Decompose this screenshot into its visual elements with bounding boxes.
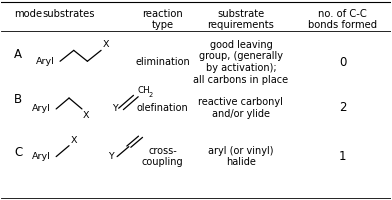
- Text: good leaving
group, (generally
by activation);
all carbons in place: good leaving group, (generally by activa…: [193, 40, 289, 85]
- Text: A: A: [15, 48, 22, 61]
- Text: B: B: [15, 93, 22, 106]
- Text: cross-
coupling: cross- coupling: [142, 146, 183, 167]
- Text: Y: Y: [108, 152, 114, 161]
- Text: C: C: [15, 146, 23, 159]
- Text: aryl (or vinyl)
halide: aryl (or vinyl) halide: [208, 146, 274, 167]
- Text: Y: Y: [112, 104, 118, 113]
- Text: 1: 1: [339, 150, 346, 163]
- Text: olefination: olefination: [137, 103, 189, 113]
- Text: reaction
type: reaction type: [142, 9, 183, 30]
- Text: 2: 2: [339, 101, 346, 114]
- Text: 0: 0: [339, 56, 346, 69]
- Text: Aryl: Aryl: [32, 104, 51, 113]
- Text: Aryl: Aryl: [32, 152, 51, 161]
- Text: mode: mode: [15, 9, 42, 19]
- Text: elimination: elimination: [135, 57, 190, 67]
- Text: reactive carbonyl
and/or ylide: reactive carbonyl and/or ylide: [198, 97, 283, 119]
- Text: 2: 2: [149, 92, 153, 98]
- Text: X: X: [70, 136, 77, 145]
- Text: X: X: [83, 111, 90, 120]
- Text: no. of C-C
bonds formed: no. of C-C bonds formed: [308, 9, 377, 30]
- Text: Aryl: Aryl: [36, 57, 54, 66]
- Text: X: X: [103, 40, 109, 49]
- Text: CH: CH: [138, 86, 151, 95]
- Text: substrate
requirements: substrate requirements: [207, 9, 274, 30]
- Text: substrates: substrates: [43, 9, 95, 19]
